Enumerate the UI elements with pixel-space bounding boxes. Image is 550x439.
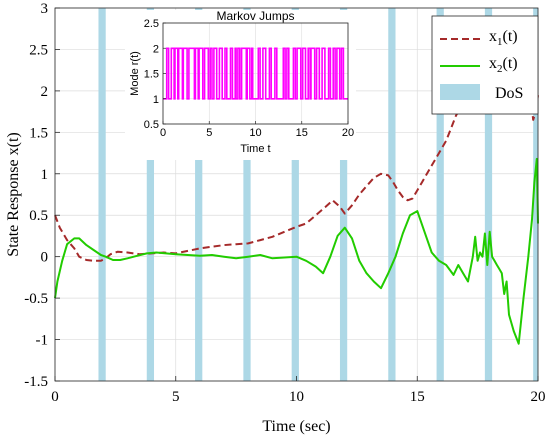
- y-tick-label: -0.5: [24, 291, 48, 307]
- x-axis-label: Time (sec): [262, 418, 330, 435]
- legend-x1-label: x1(t): [489, 28, 518, 48]
- dos-interval: [388, 8, 396, 381]
- x-tick-label: 5: [172, 389, 180, 405]
- inset-x-tick-label: 20: [342, 127, 354, 139]
- dos-interval: [339, 8, 348, 381]
- y-tick-label: 3: [41, 1, 49, 17]
- inset-y-tick-label: 0.5: [144, 119, 159, 131]
- inset-x-tick-label: 0: [160, 127, 166, 139]
- inset-mode-step-line: [163, 47, 348, 100]
- series-line-x2: [54, 157, 539, 345]
- y-tick-label: 1.5: [29, 125, 48, 141]
- dos-interval: [484, 8, 493, 381]
- y-tick-label: 1: [41, 167, 49, 183]
- inset-x-tick-label: 15: [296, 127, 308, 139]
- legend-x2-label: x2(t): [489, 55, 518, 75]
- inset-x-tick-label: 10: [249, 127, 261, 139]
- legend-dos-label: DoS: [495, 85, 523, 102]
- dos-interval: [291, 8, 299, 381]
- y-tick-label: -1: [36, 333, 49, 349]
- inset-y-tick-label: 2.5: [144, 18, 159, 30]
- y-axis-label: State Response x(t): [5, 132, 22, 256]
- inset-x-tick-label: 5: [206, 127, 212, 139]
- dos-interval: [146, 8, 155, 381]
- y-tick-label: -1.5: [24, 374, 48, 390]
- x-tick-label: 10: [289, 389, 304, 405]
- inset-ticks: 0 5 10 15 20 0.5 1 1.5 2 2.5: [144, 18, 354, 139]
- main-ticks: 0 5 10 15 20-1.5-1-0.500.511.522.53: [24, 1, 545, 405]
- inset-x-axis-label: Time t: [240, 143, 270, 155]
- inset-y-tick-label: 1: [153, 94, 159, 106]
- x-tick-label: 15: [410, 389, 425, 405]
- dos-interval: [243, 8, 251, 381]
- y-tick-label: 0: [41, 250, 49, 266]
- x-tick-label: 20: [531, 389, 546, 405]
- y-tick-label: 0.5: [29, 208, 48, 224]
- dos-interval: [98, 8, 106, 381]
- dos-intervals: [98, 8, 538, 381]
- inset-y-tick-label: 2: [153, 43, 159, 55]
- legend: x1(t) x2(t) DoS: [431, 15, 539, 115]
- inset-title: Markov Jumps: [216, 9, 294, 23]
- inset-markov-chart: 0 5 10 15 200.511.522.5 Markov Jumps Time t …: [125, 9, 356, 160]
- dos-interval: [533, 8, 538, 381]
- y-tick-label: 2.5: [29, 42, 48, 58]
- y-tick-label: 2: [41, 84, 49, 100]
- legend-dos-swatch: [440, 84, 480, 100]
- dos-interval: [436, 8, 444, 381]
- x-tick-label: 0: [51, 389, 59, 405]
- inset-y-axis-label: Mode r(t): [129, 51, 141, 96]
- inset-y-tick-label: 1.5: [144, 69, 159, 81]
- inset-series: [163, 47, 348, 100]
- dos-interval: [195, 8, 203, 381]
